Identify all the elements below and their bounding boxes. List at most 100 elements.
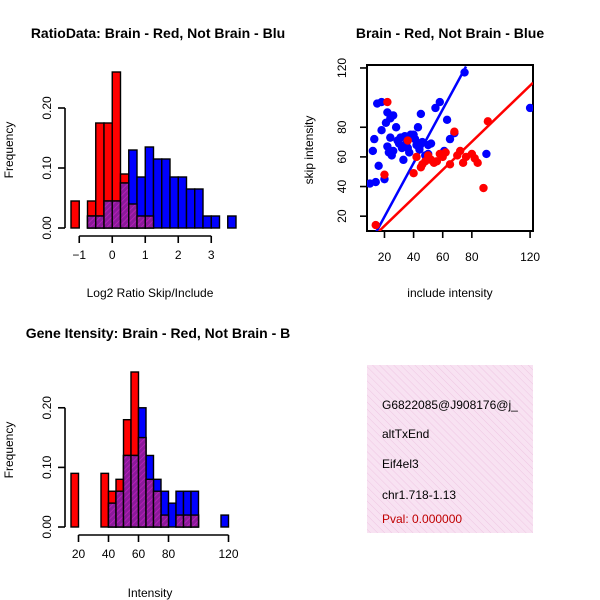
- intensity-x-axis-label: Intensity: [128, 586, 173, 600]
- scatter-point-not-brain-48: [525, 103, 533, 113]
- scatter-point-brain-1: [380, 170, 389, 179]
- int-bar-overlap-7: [160, 514, 170, 528]
- scatter-point-brain-12: [432, 157, 442, 166]
- info-event-type: altTxEnd: [382, 427, 429, 441]
- ratio-bar-overlap-5: [128, 203, 138, 229]
- scatter-panel: Brain - Red, Not Brain - Blue 20 40 60 80 12…: [302, 25, 544, 300]
- int-bar-brain-0: [70, 472, 80, 528]
- scatter-y-axis-label: skip intensity: [302, 116, 316, 185]
- scatter-point-not-brain-44: [445, 134, 455, 144]
- scatter-y-tick-label-1: 40: [335, 180, 349, 194]
- scatter-point-not-brain-1: [368, 146, 378, 156]
- ratio-y-tick-label-0: 0.00: [40, 216, 54, 240]
- int-x-tick-label-0: 20: [72, 547, 86, 561]
- ratio-bar-overlap-7: [144, 215, 155, 229]
- info-event-id: G6822085@J908176@j_: [382, 398, 518, 412]
- scatter-point-brain-3: [403, 136, 412, 145]
- ratio-bar-not-brain-8: [152, 158, 163, 229]
- scatter-y-tick-label-2: 60: [335, 150, 349, 164]
- int-bar-not-brain-8: [167, 502, 177, 528]
- scatter-point-not-brain-32: [413, 123, 423, 132]
- info-location: chr1.718-1.13: [382, 488, 456, 502]
- ratio-bar-not-brain-9: [161, 158, 171, 229]
- scatter-point-not-brain-47: [482, 149, 491, 159]
- ratio-bar-overlap-1: [95, 215, 105, 229]
- ratio-bar-not-brain-15: [210, 215, 221, 229]
- ratio-axes: 0.00 0.10 0.20 −1 0 1 2 3: [40, 96, 215, 262]
- info-gene-name: Eif4el3: [382, 457, 419, 471]
- int-bar-overlap-5: [145, 478, 155, 528]
- ratio-bar-overlap-2: [103, 200, 113, 229]
- scatter-point-brain-5: [412, 152, 421, 162]
- ratio-x-tick-label-4: 3: [208, 248, 215, 262]
- scatter-point-not-brain-43: [442, 115, 452, 125]
- scatter-point-not-brain-46: [460, 68, 469, 77]
- int-bar-brain-1: [100, 472, 110, 528]
- int-x-tick-label-4: 120: [218, 547, 238, 561]
- scatter-point-not-brain-34: [416, 109, 426, 119]
- intensity-bars-overlap: [107, 436, 200, 528]
- int-bar-overlap-1: [115, 490, 125, 528]
- scatter-point-not-brain-33: [415, 145, 424, 154]
- ratio-y-tick-label-2: 0.20: [40, 96, 54, 120]
- scatter-y-tick-label-0: 20: [335, 209, 349, 223]
- scatter-y-tick-label-4: 120: [335, 58, 349, 78]
- info-panel-background: [367, 365, 533, 533]
- scatter-point-brain-0: [371, 220, 380, 230]
- int-bar-overlap-4: [137, 436, 147, 528]
- scatter-plot-frame: [366, 64, 534, 232]
- scatter-point-not-brain-6: [377, 126, 386, 135]
- scatter-axes: 20 40 60 80 120 20 40 60 80 120: [335, 58, 540, 264]
- ratio-x-tick-label-1: 0: [109, 248, 116, 262]
- int-bar-not-brain-15: [220, 514, 230, 528]
- ratio-bar-not-brain-11: [177, 176, 188, 229]
- int-bar-overlap-10: [182, 514, 192, 528]
- scatter-point-not-brain-41: [435, 97, 445, 107]
- scatter-point-not-brain-23: [399, 155, 408, 165]
- scatter-point-brain-15: [441, 148, 450, 157]
- scatter-point-brain-19: [455, 146, 465, 156]
- ratio-bar-not-brain-12: [185, 188, 196, 229]
- ratio-bar-overlap-0: [86, 215, 97, 229]
- scatter-x-tick-label-3: 80: [465, 250, 479, 264]
- scatter-point-not-brain-2: [370, 134, 379, 144]
- scatter-title: Brain - Red, Not Brain - Blue: [356, 25, 544, 41]
- scatter-point-not-brain-13: [386, 133, 395, 142]
- info-pval: Pval: 0.000000: [382, 512, 462, 526]
- int-bar-overlap-11: [190, 514, 200, 528]
- int-y-tick-label-2: 0.20: [40, 396, 54, 420]
- ratio-bar-not-brain-13: [194, 188, 204, 229]
- scatter-x-tick-label-4: 120: [520, 250, 540, 264]
- scatter-point-not-brain-39: [426, 139, 436, 148]
- scatter-point-brain-4: [409, 168, 418, 178]
- scatter-point-not-brain-40: [431, 103, 440, 113]
- ratio-bars-overlap: [86, 182, 155, 229]
- scatter-point-not-brain-18: [391, 123, 401, 132]
- ratio-bar-brain-0: [70, 200, 80, 229]
- ratio-bar-brain-2: [95, 122, 105, 229]
- int-bar-overlap-0: [107, 502, 117, 528]
- int-x-tick-label-3: 80: [162, 547, 176, 561]
- ratio-x-tick-label-2: 1: [142, 248, 149, 262]
- ratio-bar-not-brain-14: [202, 215, 212, 229]
- scatter-point-brain-2: [383, 97, 392, 107]
- int-x-tick-label-1: 40: [102, 547, 116, 561]
- int-bar-overlap-6: [152, 490, 162, 528]
- intensity-axes: 0.00 0.10 0.20 20 40 60 80 120: [40, 396, 239, 561]
- scatter-x-tick-label-2: 60: [436, 250, 450, 264]
- scatter-x-tick-label-1: 40: [407, 250, 421, 264]
- ratio-bar-overlap-3: [111, 200, 122, 229]
- int-y-tick-label-1: 0.10: [40, 455, 54, 479]
- scatter-y-tick-label-3: 80: [335, 120, 349, 134]
- ratio-bar-not-brain-17: [227, 215, 237, 229]
- intensity-y-axis-label: Frequency: [2, 422, 16, 479]
- ratio-histogram-panel: RatioData: Brain - Red, Not Brain - Blu …: [2, 25, 285, 300]
- ratio-x-tick-label-0: −1: [72, 248, 86, 262]
- scatter-points: [367, 68, 533, 230]
- scatter-point-brain-24: [473, 158, 482, 168]
- scatter-x-tick-label-0: 20: [378, 250, 392, 264]
- intensity-histogram-title: Gene Itensity: Brain - Red, Not Brain - …: [26, 325, 290, 341]
- ratio-y-axis-label: Frequency: [2, 122, 16, 179]
- ratio-y-tick-label-1: 0.10: [40, 156, 54, 180]
